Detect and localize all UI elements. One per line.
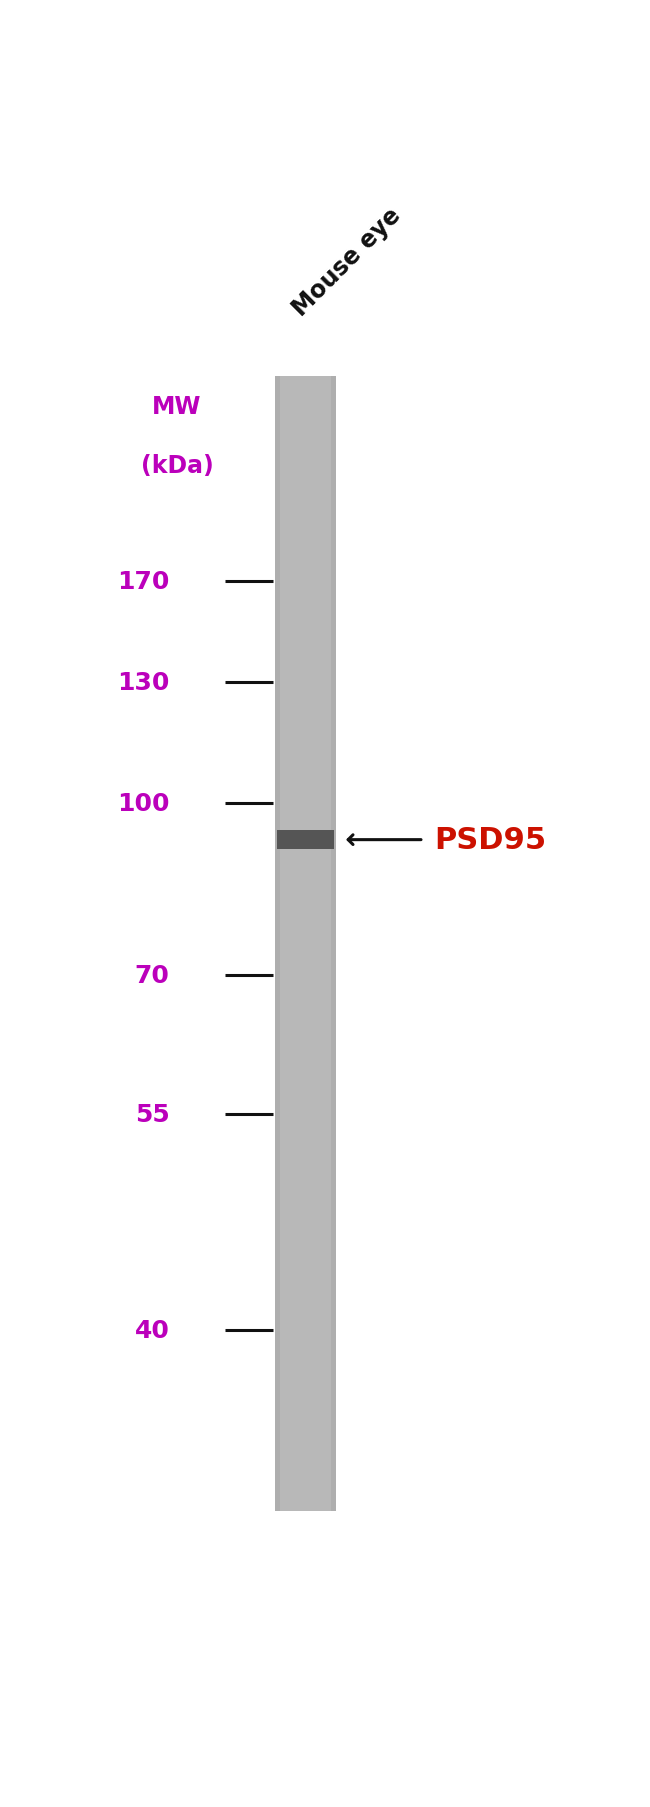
Bar [331,378,335,1511]
Bar [277,831,334,849]
Text: (kDa): (kDa) [140,454,213,477]
Text: 100: 100 [117,791,170,817]
Bar [275,378,335,1511]
Text: 40: 40 [135,1317,170,1343]
Text: MW: MW [152,394,202,419]
Text: PSD95: PSD95 [434,826,546,855]
Text: 55: 55 [135,1102,170,1126]
Text: Mouse eye: Mouse eye [289,204,406,322]
Text: 130: 130 [117,670,170,696]
Bar [275,378,280,1511]
Text: 70: 70 [135,963,170,987]
Text: 170: 170 [117,569,170,593]
